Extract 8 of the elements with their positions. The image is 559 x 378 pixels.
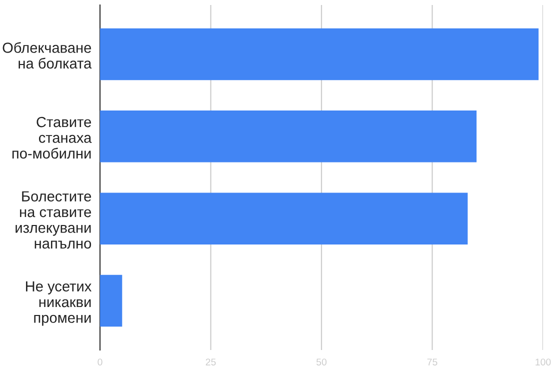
bar	[100, 274, 122, 327]
bar	[100, 110, 477, 162]
y-tick-label: Ставите станаха по-мобилни	[12, 116, 92, 159]
y-tick-label: Болестите на ставите излекувани напълно	[16, 191, 92, 249]
bar	[100, 192, 468, 244]
bar	[100, 28, 539, 80]
y-tick-label: Не усетих никакви промени	[26, 281, 92, 326]
y-tick-label: Облекчаване на болката	[2, 42, 92, 69]
